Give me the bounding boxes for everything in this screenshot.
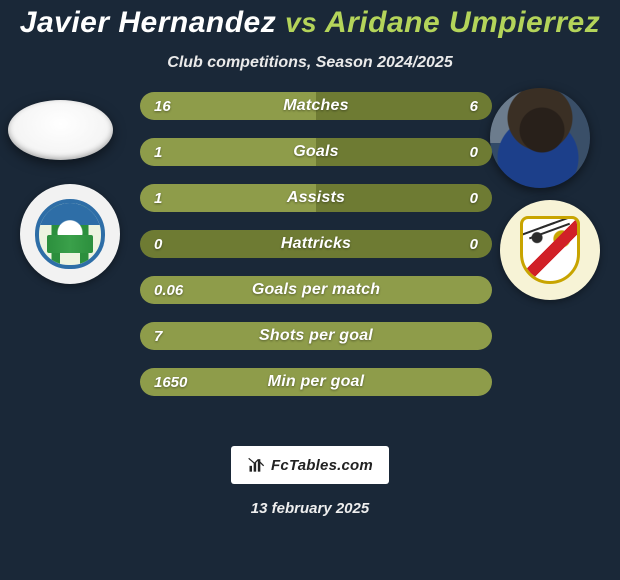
stat-label: Goals per match <box>140 276 492 304</box>
stat-value-left: 1 <box>154 138 162 166</box>
stat-value-left: 0 <box>154 230 162 258</box>
stat-bar: Matches16 6 <box>140 92 492 120</box>
leganes-shield-icon <box>35 199 105 269</box>
stat-bar: Goals1 0 <box>140 138 492 166</box>
player2-avatar <box>490 88 590 188</box>
player2-club-badge <box>500 200 600 300</box>
stat-value-left: 1 <box>154 184 162 212</box>
stat-value-left: 16 <box>154 92 171 120</box>
stat-bars: Matches166Goals10Assists10Hattricks00Goa… <box>140 92 492 414</box>
player1-club-badge <box>20 184 120 284</box>
stat-label: Min per goal <box>140 368 492 396</box>
date-line: 13 february 2025 <box>0 500 620 517</box>
stat-label: Matches <box>140 92 492 120</box>
watermark-text: FcTables.com <box>271 457 373 474</box>
stat-value-right: 0 <box>470 184 478 212</box>
stat-bar: Min per goal1650 <box>140 368 492 396</box>
comparison-title: Javier Hernandez vs Aridane Umpierrez <box>0 0 620 40</box>
stat-bar: Assists1 0 <box>140 184 492 212</box>
stat-bar: Shots per goal7 <box>140 322 492 350</box>
stat-value-left: 1650 <box>154 368 187 396</box>
stat-value-right: 6 <box>470 92 478 120</box>
stat-label: Goals <box>140 138 492 166</box>
rayo-crest-icon <box>520 216 580 284</box>
stat-value-left: 7 <box>154 322 162 350</box>
watermark-box: FcTables.com <box>231 446 389 484</box>
stat-label: Shots per goal <box>140 322 492 350</box>
stat-label: Hattricks <box>140 230 492 258</box>
stat-value-right: 0 <box>470 230 478 258</box>
bar-chart-icon <box>247 455 267 475</box>
stat-bar: Goals per match0.06 <box>140 276 492 304</box>
stat-label: Assists <box>140 184 492 212</box>
stat-value-right: 0 <box>470 138 478 166</box>
player2-name: Aridane Umpierrez <box>325 6 600 39</box>
vs-separator: vs <box>285 7 317 38</box>
subtitle: Club competitions, Season 2024/2025 <box>0 54 620 72</box>
player1-avatar <box>8 100 113 160</box>
stat-value-left: 0.06 <box>154 276 183 304</box>
player1-name: Javier Hernandez <box>20 6 276 39</box>
stat-bar: Hattricks0 0 <box>140 230 492 258</box>
